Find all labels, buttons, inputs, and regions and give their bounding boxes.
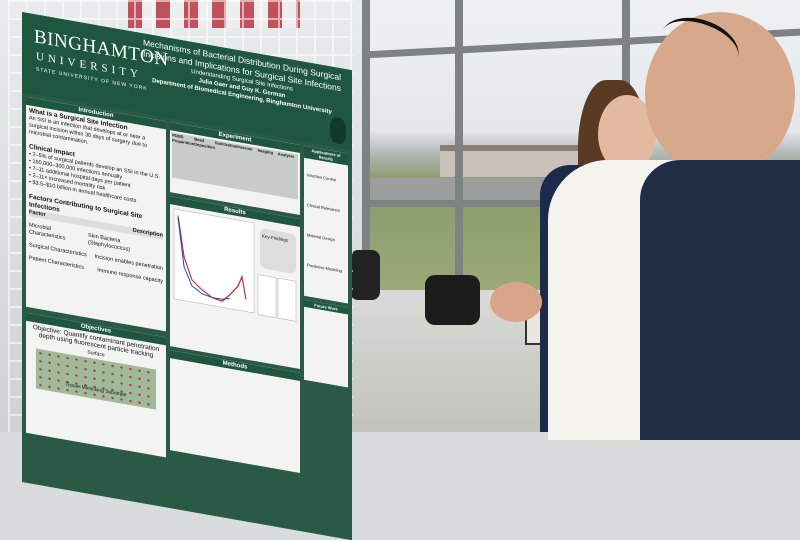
man-vest: [640, 160, 800, 440]
bearcat-logo: [330, 116, 346, 146]
applications-panel: Applications of Results Infection Contro…: [304, 145, 348, 304]
outside-road: [365, 178, 595, 200]
objectives-panel: Objectives Objective: Quantify contamina…: [26, 312, 166, 458]
future-work-panel: Future Work: [304, 299, 348, 388]
man-hand: [490, 282, 542, 322]
backpack: [425, 275, 480, 325]
window-frame: [365, 200, 625, 207]
penetration-depth-chart: [173, 208, 297, 322]
man-head: [645, 12, 795, 177]
application-item: Predictive Modeling: [307, 262, 342, 274]
introduction-panel: Introduction What is a Surgical Site Inf…: [26, 96, 166, 332]
research-poster: BINGHAMTON UNIVERSITY STATE UNIVERSITY O…: [22, 12, 352, 540]
series-line: [177, 217, 231, 300]
key-findings-box: [260, 228, 296, 274]
methods-panel: Methods: [170, 350, 300, 474]
scatter-plot: [257, 274, 277, 319]
scatter-plot: [277, 277, 297, 322]
series-line: [177, 215, 247, 302]
backpack: [350, 250, 380, 300]
window-frame: [362, 0, 370, 300]
window-frame: [455, 0, 463, 280]
results-panel: Results Key Findings: [170, 196, 300, 370]
